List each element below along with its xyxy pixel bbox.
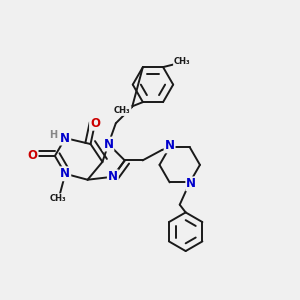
Text: O: O — [90, 117, 100, 130]
Text: CH₃: CH₃ — [114, 106, 131, 115]
Text: N: N — [60, 132, 70, 145]
Text: CH₃: CH₃ — [50, 194, 66, 203]
Text: N: N — [103, 138, 113, 151]
Text: N: N — [186, 177, 196, 190]
Text: CH₃: CH₃ — [174, 57, 190, 66]
Text: N: N — [165, 140, 175, 152]
Text: N: N — [108, 170, 118, 183]
Text: O: O — [28, 149, 38, 162]
Text: N: N — [60, 167, 70, 180]
Text: H: H — [49, 130, 57, 140]
